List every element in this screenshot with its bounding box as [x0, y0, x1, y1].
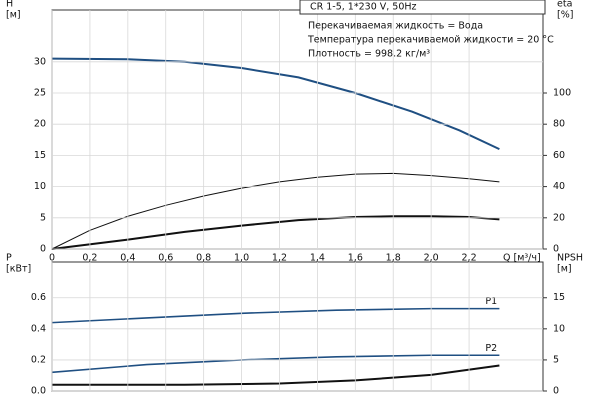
- y-tick-label: 0.2: [31, 354, 46, 365]
- y2-tick-label: 15: [553, 292, 565, 303]
- y-tick-label: 0.0: [31, 386, 46, 397]
- y2-tick-label: 5: [553, 354, 559, 365]
- series-label: P2: [485, 343, 497, 354]
- y-axis-label: H: [6, 0, 13, 10]
- y-tick-label: 10: [34, 181, 46, 192]
- y-axis-label: P: [6, 253, 12, 264]
- x-tick-label: 2,2: [462, 253, 477, 264]
- y2-axis-label: [%]: [557, 10, 573, 21]
- info-title: CR 1-5, 1*230 V, 50Hz: [310, 2, 417, 13]
- y2-tick-label: 40: [553, 181, 565, 192]
- x-tick-label: 1,8: [386, 253, 401, 264]
- info-line: Температура перекачиваемой жидкости = 20…: [307, 35, 554, 46]
- curve: [51, 57, 500, 151]
- x-tick-label: 2,0: [424, 253, 439, 264]
- x-axis-label: Q [м³/ч]: [503, 253, 541, 264]
- y-tick-label: 5: [40, 212, 46, 223]
- x-tick-label: 0,6: [158, 253, 173, 264]
- y2-axis-label: NPSH: [557, 253, 583, 264]
- y-axis-label: [м]: [6, 10, 21, 21]
- x-tick-label: 0,4: [120, 253, 135, 264]
- x-tick-label: 0,2: [82, 253, 97, 264]
- y-tick-label: 0.4: [31, 323, 46, 334]
- y-tick-label: 30: [34, 56, 46, 67]
- x-tick-label: 0,8: [196, 253, 211, 264]
- y2-tick-label: 0: [553, 244, 559, 255]
- y2-axis-label: eta: [557, 0, 572, 10]
- curve: [51, 215, 500, 250]
- y-tick-label: 0.6: [31, 292, 46, 303]
- y2-tick-label: 60: [553, 150, 565, 161]
- curve: [51, 307, 500, 324]
- curve: [51, 354, 500, 374]
- y-tick-label: 20: [34, 119, 46, 130]
- info-line: Перекачиваемая жидкость = Вода: [308, 21, 483, 32]
- y-axis-label: [кВт]: [6, 264, 31, 275]
- info-box: [299, 0, 546, 15]
- y2-tick-label: 80: [553, 119, 565, 130]
- curve: [52, 364, 500, 386]
- x-tick-label: 1,4: [310, 253, 325, 264]
- y2-axis-label: [м]: [557, 264, 572, 275]
- x-tick-label: 1,2: [272, 253, 287, 264]
- x-tick-label: 0: [49, 253, 55, 264]
- y-tick-label: 25: [34, 87, 46, 98]
- y2-tick-label: 10: [553, 323, 565, 334]
- y2-tick-label: 20: [553, 212, 565, 223]
- curve: [51, 172, 500, 250]
- y2-tick-label: 0: [553, 386, 559, 397]
- y-tick-label: 0: [40, 244, 46, 255]
- series-label: P1: [485, 296, 497, 307]
- info-line: Плотность = 998.2 кг/м³: [308, 49, 430, 60]
- x-tick-label: 1,6: [348, 253, 363, 264]
- y2-tick-label: 100: [553, 87, 571, 98]
- x-tick-label: 1,0: [234, 253, 249, 264]
- y-tick-label: 15: [34, 150, 46, 161]
